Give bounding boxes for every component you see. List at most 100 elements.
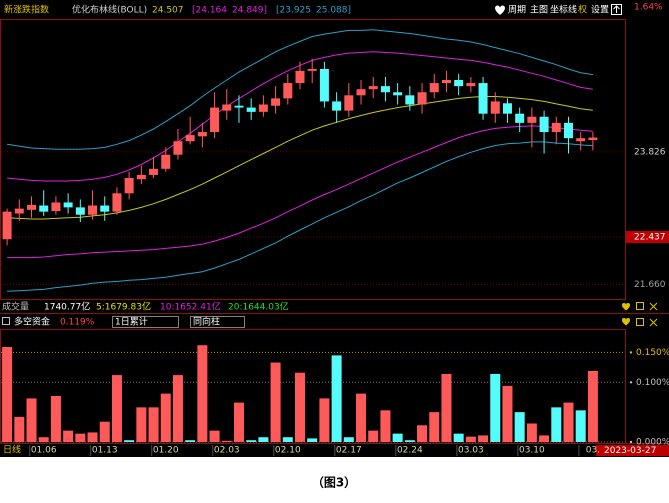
dropdown[interactable] — [190, 316, 245, 328]
bar — [99, 421, 110, 442]
favorite-icon[interactable] — [495, 5, 505, 16]
expand-icon — [613, 5, 620, 13]
bar — [282, 437, 293, 442]
candle-body — [405, 95, 415, 105]
candle-body — [27, 204, 37, 210]
bar — [258, 437, 269, 442]
bar — [87, 432, 98, 442]
boll-line — [7, 141, 593, 292]
bar — [429, 412, 440, 442]
candle-body — [271, 98, 281, 106]
bar — [26, 398, 37, 442]
tick-dot — [629, 381, 633, 384]
bar — [319, 398, 330, 442]
panel-button[interactable] — [636, 318, 644, 326]
main-panel-border — [0, 19, 626, 300]
favorite-icon[interactable] — [622, 318, 630, 326]
candle-body — [136, 174, 146, 180]
volume-value: 1740.77亿 — [44, 301, 90, 313]
panel-button[interactable] — [636, 302, 644, 310]
indicator-name[interactable]: 优化布林线(BOLL) — [72, 4, 147, 16]
bar — [368, 430, 379, 442]
bar — [307, 438, 318, 442]
candle-body — [161, 154, 171, 169]
x-tick-label: 03.03 — [458, 446, 484, 456]
top-percent: 1.64% — [634, 3, 663, 13]
candle-body — [563, 122, 573, 139]
candle-body — [551, 122, 561, 133]
candle-body — [14, 208, 24, 214]
menu-right[interactable]: 权 — [578, 4, 587, 16]
candle-body — [222, 104, 232, 111]
bar — [392, 433, 403, 442]
bar — [136, 407, 147, 442]
dropdown[interactable] — [112, 316, 179, 328]
x-tick-label: 01.20 — [153, 446, 179, 456]
candle-body — [527, 116, 537, 123]
favorite-icon[interactable] — [622, 303, 630, 311]
close-button[interactable] — [649, 302, 658, 311]
bar — [587, 370, 598, 442]
tick-dot — [629, 351, 633, 354]
boll-line — [7, 29, 593, 150]
panel-name[interactable]: 多空资金 — [14, 316, 50, 328]
candle-body — [332, 101, 342, 111]
period-label[interactable]: 日线 — [3, 444, 21, 456]
close-button[interactable] — [649, 318, 658, 327]
y-tick-label: 21.660 — [634, 280, 666, 290]
price-box — [626, 230, 669, 243]
candle-body — [2, 211, 12, 240]
bar — [246, 440, 257, 442]
candle-body — [380, 86, 390, 93]
bar — [441, 373, 452, 442]
candle-body — [393, 92, 403, 96]
bar — [465, 436, 476, 442]
boll-line — [7, 125, 593, 259]
candle-body — [344, 95, 354, 111]
checkbox[interactable] — [2, 317, 10, 325]
volume-ma20: 20:1644.03亿 — [228, 301, 289, 313]
x-tick-label: 02.03 — [214, 446, 240, 456]
bar — [295, 372, 305, 442]
bar — [197, 345, 208, 442]
dropdown-text[interactable]: 1日累计 — [115, 316, 148, 328]
bar — [490, 373, 501, 442]
dropdown-text[interactable]: 同向柱 — [193, 316, 220, 328]
bar — [221, 440, 232, 442]
bar — [148, 407, 159, 442]
current-date: 2023-03-27 — [604, 446, 656, 456]
index-name[interactable]: 新涨跌指数 — [4, 4, 49, 16]
bar — [417, 425, 428, 442]
menu-main[interactable]: 主图 — [530, 4, 548, 16]
y-tick-label: 23.826 — [634, 147, 666, 157]
panel-value: 0.119% — [60, 318, 95, 328]
candle-body — [502, 103, 512, 114]
candle-body — [283, 83, 293, 99]
candle-body — [295, 70, 305, 84]
candle-body — [515, 113, 525, 123]
bar — [63, 430, 74, 442]
expand-button[interactable] — [611, 4, 622, 15]
y-tick-label: 0.150% — [636, 348, 669, 358]
y-tick-label: 22.437 — [634, 232, 666, 242]
bar — [453, 433, 464, 442]
candle-body — [454, 80, 464, 87]
menu-period[interactable]: 周期 — [508, 5, 526, 16]
bar — [172, 375, 183, 442]
menu-axis[interactable]: 坐标线 — [550, 4, 577, 16]
menu-settings[interactable]: 设置 — [591, 5, 609, 16]
x-tick-label: 01.06 — [31, 446, 57, 456]
candle-body — [63, 202, 73, 208]
candle-body — [210, 107, 220, 133]
candle-body — [112, 193, 122, 212]
x-tick-label: 03.10 — [519, 446, 545, 456]
boll-mid-value: 24.507 — [152, 6, 184, 16]
candle-body — [75, 207, 85, 215]
x-tick-label: 03. — [586, 446, 600, 456]
x-tick-label: 02.24 — [397, 446, 423, 456]
bar — [539, 435, 550, 442]
candle-body — [490, 101, 500, 114]
x-tick-label: 02.10 — [275, 446, 301, 456]
candle-body — [307, 68, 317, 71]
